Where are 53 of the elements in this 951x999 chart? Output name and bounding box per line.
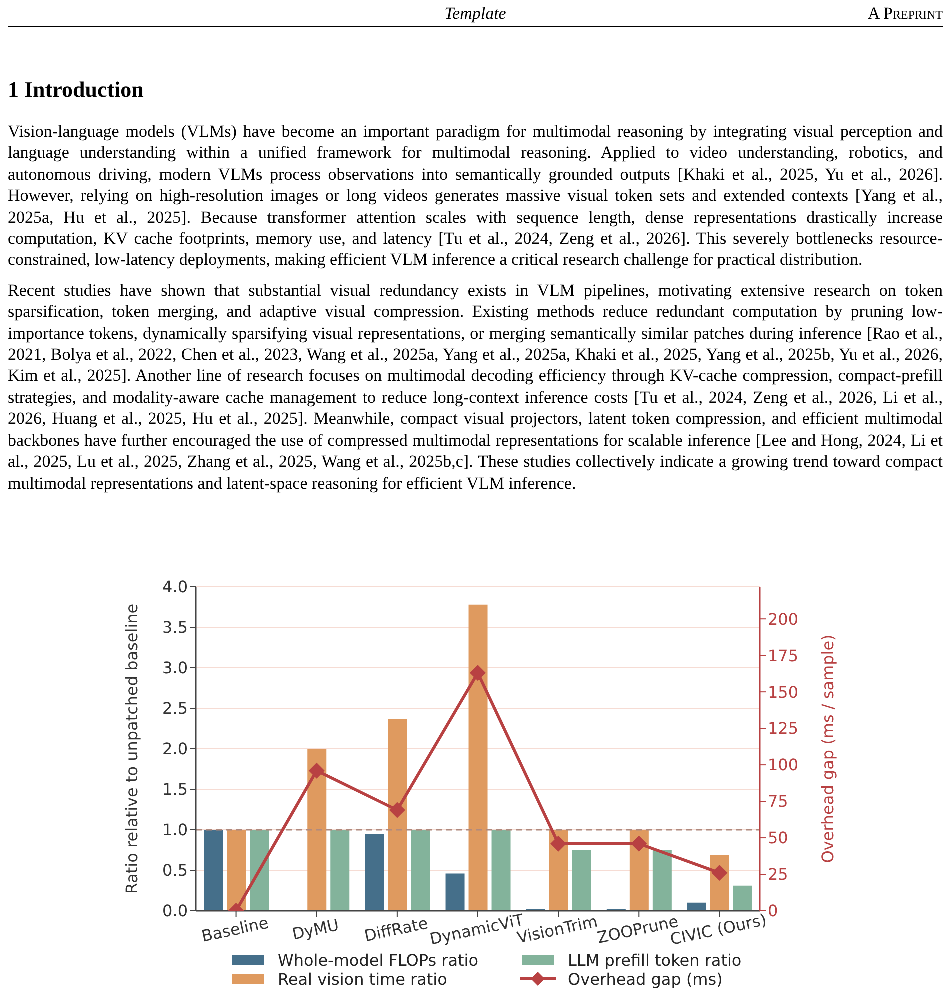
y2-axis-title: Overhead gap (ms / sample) [818, 634, 838, 864]
y-tick-label: 2.0 [162, 740, 188, 759]
bar [365, 834, 384, 911]
bar [572, 850, 592, 911]
point [308, 762, 325, 779]
point [470, 665, 486, 682]
text: Vision-language models (VLMs) have become an important paradigm for multimodal reasoning by integrating visual perception and language understanding within a unified framework for multimodal reasoning. Applied to video understanding, robotics, and autonomous driving, modern VLMs process observations into semantically grounded outputs [Khaki et al., 2025, Yu et al., 2026]. However, relying on high-resolution images or long videos generates massive visual token sets and extended contexts [Yang et al., 2025a, Hu et al., 2025]. Because transformer attention scales with sequence length, dense representations drastically increase computation, KV cache footprints, memory use, and latency [Tu et al., 2024, Zeng et al., 2026]. This severely bottlenecks resource-constrained, low-latency deployments, making efficient VLM inference a critical research challenge for practical distribution. [8, 121, 943, 271]
y-tick-label: 1.0 [162, 820, 188, 840]
legend-label: Real vision time ratio [278, 970, 448, 989]
y2-tick-label: 25 [768, 865, 788, 884]
x-tick-label: DyMU [290, 915, 341, 944]
y2-tick-label: 200 [768, 610, 799, 629]
text: A Preprint [866, 4, 943, 24]
bar [687, 902, 706, 911]
bar [330, 830, 350, 911]
y-tick-label: 0.5 [162, 861, 188, 880]
bar [250, 830, 270, 911]
y-tick-label: 3.5 [162, 618, 188, 638]
y-tick-label: 1.5 [162, 780, 188, 800]
bar [492, 830, 511, 911]
legend-label: LLM prefill token ratio [568, 950, 742, 970]
text: Template [444, 4, 506, 24]
point [389, 802, 406, 818]
bar [308, 748, 327, 911]
bar [468, 604, 488, 911]
y2-tick-label: 100 [768, 756, 799, 775]
text: 1 Introduction [8, 77, 145, 103]
x-tick-label: Baseline [200, 913, 270, 946]
bar [227, 830, 246, 911]
y2-tick-label: 0 [768, 902, 778, 921]
y-tick-label: 3.0 [162, 658, 188, 678]
x-tick-label: DiffRate [362, 914, 430, 946]
y-tick-label: 4.0 [162, 578, 188, 597]
bar [733, 886, 752, 911]
point [712, 864, 728, 881]
y2-tick-label: 175 [768, 646, 799, 666]
text: Recent studies have shown that substantial visual redundancy exists in VLM pipelines, motivating extensive research on token sparsification, token merging, and adaptive visual compression. Existing methods reduce redundant computation by pruning low-importance tokens, dynamically sparsifying visual representations, or merging semantically similar patches during inference [Rao et al., 2021, Bolya et al., 2022, Chen et al., 2023, Wang et al., 2025a, Yang et al., 2025a, Khaki et al., 2025, Yang et al., 2025b, Yu et al., 2026, Kim et al., 2025]. Another line of research focuses on multimodal decoding efficiency through KV-cache compression, compact-prefill strategies, and modality-aware cache management to reduce long-context inference costs [Tu et al., 2024, Zeng et al., 2026, Li et al., 2026, Huang et al., 2025, Hu et al., 2025]. Meanwhile, compact visual projectors, latent token compression, and efficient multimodal backbones have further encouraged the use of compressed multimodal representations for scalable inference [Lee and Hong, 2024, Li et al., 2025, Lu et al., 2025, Zhang et al., 2025, Wang et al., 2025b,c]. These studies collectively indicate a growing trend toward compact multimodal representations and latent-space reasoning for efficient VLM inference. [8, 280, 943, 492]
y-axis-title: Ratio relative to unpatched baseline [122, 604, 142, 894]
bar [388, 718, 408, 911]
y-tick-label: 0.0 [162, 902, 188, 921]
bar [652, 850, 672, 911]
y2-tick-label: 75 [768, 792, 788, 812]
y2-tick-label: 50 [768, 828, 788, 848]
legend-label: Overhead gap (ms) [568, 970, 723, 989]
bar [411, 830, 430, 911]
point [631, 836, 648, 852]
legend-label: Whole-model FLOPs ratio [278, 950, 479, 970]
y2-tick-label: 150 [768, 682, 799, 702]
y-tick-label: 2.5 [162, 699, 188, 718]
bar [446, 874, 465, 911]
point [550, 836, 567, 852]
bar [204, 830, 224, 911]
y2-tick-label: 125 [768, 719, 799, 738]
